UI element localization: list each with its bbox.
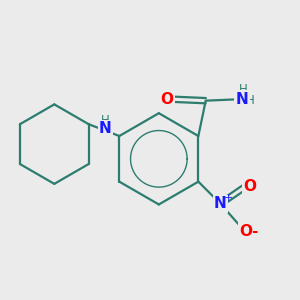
- Text: O: O: [243, 178, 256, 194]
- Text: N: N: [235, 92, 248, 107]
- Text: H: H: [239, 83, 248, 96]
- Text: +: +: [224, 193, 233, 203]
- Text: N: N: [214, 196, 227, 211]
- Text: O: O: [240, 224, 253, 238]
- Text: -: -: [251, 224, 257, 239]
- Text: O: O: [160, 92, 173, 107]
- Text: N: N: [99, 121, 112, 136]
- Text: H: H: [101, 114, 110, 127]
- Text: H: H: [245, 94, 254, 107]
